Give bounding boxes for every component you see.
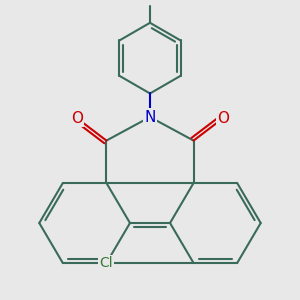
Text: O: O [71,111,83,126]
Text: Cl: Cl [100,256,113,270]
Text: N: N [144,110,156,124]
Text: O: O [217,111,229,126]
